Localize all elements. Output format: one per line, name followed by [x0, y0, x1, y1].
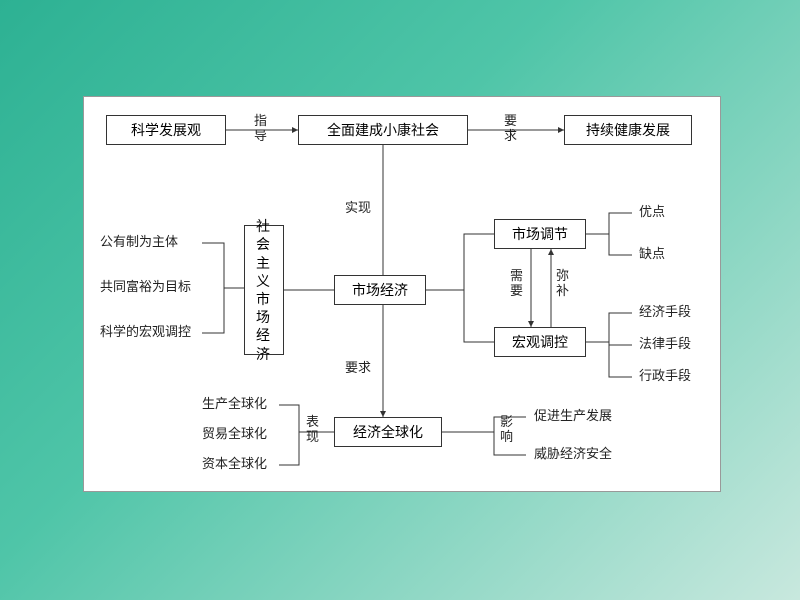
- edge-complement: 弥补: [556, 269, 569, 299]
- edge-achieve: 实现: [345, 201, 371, 216]
- glob-trade: 贸易全球化: [202, 427, 267, 442]
- node-globalization: 经济全球化: [334, 417, 442, 447]
- means-admin: 行政手段: [639, 369, 691, 384]
- feature-macro-sci: 科学的宏观调控: [100, 325, 191, 340]
- glob-prod: 生产全球化: [202, 397, 267, 412]
- node-sustain: 持续健康发展: [564, 115, 692, 145]
- edge-need: 需要: [510, 269, 523, 299]
- edge-require-bottom: 要求: [345, 361, 371, 376]
- effect-threat: 威胁经济安全: [534, 447, 612, 462]
- edge-influence: 影响: [500, 415, 513, 445]
- means-econ: 经济手段: [639, 305, 691, 320]
- node-market-econ: 市场经济: [334, 275, 426, 305]
- effect-promote: 促进生产发展: [534, 409, 612, 424]
- node-socialist-market-econ: 社会主义市场经济: [244, 225, 284, 355]
- diagram-panel: 科学发展观 全面建成小康社会 持续健康发展 社会主义市场经济 市场经济 市场调节…: [83, 96, 721, 492]
- edge-manifest: 表现: [306, 415, 319, 445]
- adv-bad: 缺点: [639, 247, 665, 262]
- edge-require-top: 要求: [504, 114, 517, 144]
- glob-capital: 资本全球化: [202, 457, 267, 472]
- node-macro-control: 宏观调控: [494, 327, 586, 357]
- adv-good: 优点: [639, 205, 665, 220]
- node-market-adjust: 市场调节: [494, 219, 586, 249]
- feature-common-prosperity: 共同富裕为目标: [100, 280, 191, 295]
- edge-guide: 指导: [254, 114, 267, 144]
- node-xiaokang: 全面建成小康社会: [298, 115, 468, 145]
- node-science-dev: 科学发展观: [106, 115, 226, 145]
- means-law: 法律手段: [639, 337, 691, 352]
- feature-public-ownership: 公有制为主体: [100, 235, 178, 250]
